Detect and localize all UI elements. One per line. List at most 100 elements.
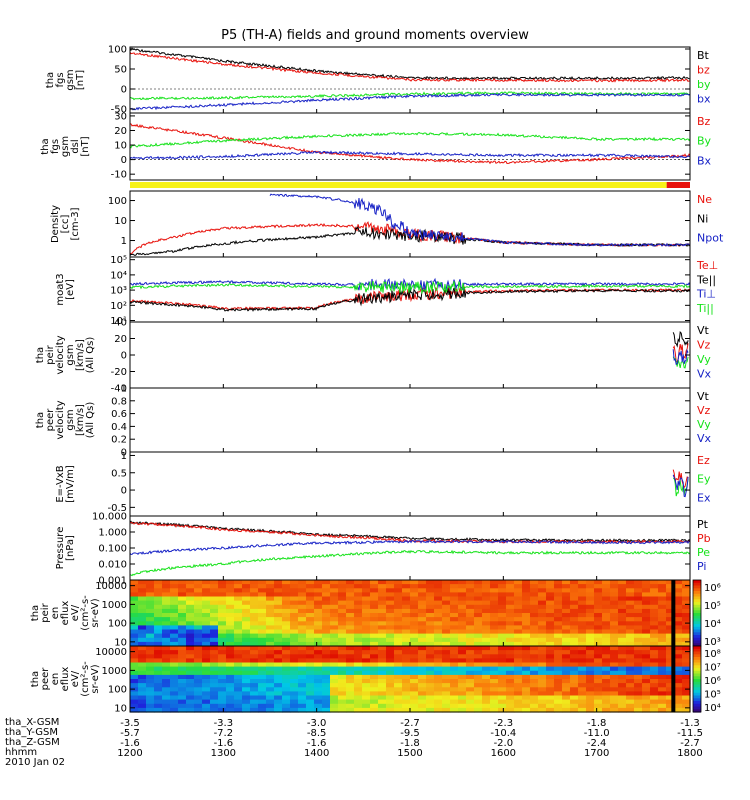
spec-cell [538, 679, 547, 684]
spec-cell [530, 666, 539, 672]
spec-cell [178, 650, 187, 655]
spec-cell [330, 658, 339, 664]
spec-cell [154, 707, 163, 713]
spec-cell [378, 699, 387, 705]
spec-cell [330, 646, 339, 651]
spec-cell [578, 699, 587, 705]
spec-cell [162, 687, 171, 692]
spec-cell [370, 584, 379, 589]
spec-cell [546, 580, 555, 585]
spec-cell [458, 625, 467, 631]
spec-cell [586, 666, 595, 672]
spec-cell [562, 621, 571, 626]
spec-cell [402, 654, 411, 659]
spec-cell [266, 600, 275, 606]
spec-cell [490, 674, 499, 680]
spec-cell [610, 695, 619, 701]
spec-cell [514, 674, 523, 680]
spec-cell [242, 641, 251, 647]
colorbar-swatch [693, 613, 701, 617]
spec-cell [594, 699, 603, 705]
spec-cell [682, 699, 691, 705]
spec-cell [234, 662, 243, 668]
spec-cell [530, 687, 539, 692]
spec-cell [282, 625, 291, 631]
spec-cell [290, 592, 299, 598]
colorbar-swatch [693, 654, 701, 658]
spec-cell [290, 621, 299, 626]
spec-cell [378, 666, 387, 672]
spec-cell [514, 658, 523, 664]
spec-cell [418, 617, 427, 622]
spec-cell [178, 683, 187, 688]
spec-cell [602, 699, 611, 705]
spec-cell [266, 608, 275, 614]
spec-cell [562, 596, 571, 602]
spec-cell [394, 703, 403, 709]
spec-cell [554, 646, 563, 651]
spec-cell [194, 654, 203, 659]
spec-cell [474, 608, 483, 614]
spec-cell [394, 691, 403, 697]
spec-cell [258, 674, 267, 680]
spec-cell [346, 695, 355, 701]
spec-cell [570, 654, 579, 659]
spec-cell [498, 658, 507, 664]
colorbar-swatch [693, 673, 701, 677]
spec-cell [538, 691, 547, 697]
spec-cell [138, 646, 147, 651]
spec-cell [394, 617, 403, 622]
spec-cell [682, 608, 691, 614]
spec-cell [562, 629, 571, 635]
spec-cell [634, 650, 643, 655]
spec-cell [322, 588, 331, 593]
spec-cell [266, 646, 275, 651]
spec-cell [522, 683, 531, 688]
panel-frame [129, 190, 691, 258]
spec-cell [322, 707, 331, 713]
spec-cell [538, 666, 547, 672]
spec-cell [186, 662, 195, 668]
spec-cell [186, 613, 195, 618]
spec-cell [186, 646, 195, 651]
spec-cell [354, 600, 363, 606]
spec-cell [578, 646, 587, 651]
spec-cell [674, 650, 683, 655]
spec-cell [538, 621, 547, 626]
spec-cell [434, 679, 443, 684]
spec-cell [586, 588, 595, 593]
spec-cell [570, 707, 579, 713]
spec-cell [242, 633, 251, 639]
spec-cell [514, 604, 523, 610]
spec-cell [266, 584, 275, 589]
spec-cell [642, 625, 651, 631]
spec-cell [322, 670, 331, 676]
spec-cell [506, 695, 515, 701]
spec-cell [418, 699, 427, 705]
spec-cell [362, 600, 371, 606]
spec-cell [650, 625, 659, 631]
spec-cell [162, 654, 171, 659]
spec-cell [674, 703, 683, 709]
spec-cell [650, 596, 659, 602]
spec-cell [130, 707, 139, 713]
colorbar-swatch [693, 618, 701, 622]
spec-cell [482, 608, 491, 614]
spec-cell [242, 679, 251, 684]
spec-cell [610, 679, 619, 684]
spec-cell [642, 621, 651, 626]
spec-cell [570, 633, 579, 639]
spec-cell [274, 621, 283, 626]
spec-cell [282, 666, 291, 672]
spec-cell [418, 662, 427, 668]
spec-cell [602, 691, 611, 697]
spec-cell [146, 637, 155, 643]
spec-cell [610, 600, 619, 606]
spec-cell [170, 691, 179, 697]
y-axis-label: gsm [60, 136, 71, 157]
spec-cell [306, 604, 315, 610]
colorbar-swatch [693, 690, 701, 694]
spec-cell [146, 695, 155, 701]
spec-cell [322, 625, 331, 631]
spec-cell [538, 588, 547, 593]
